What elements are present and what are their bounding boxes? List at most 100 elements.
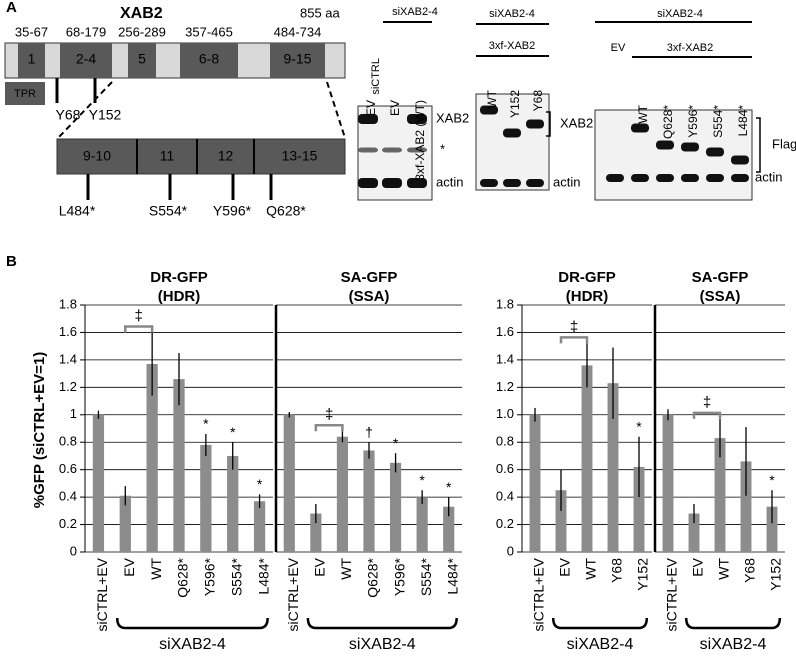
chart-title: SA-GFP <box>341 269 398 286</box>
lane-label: EV <box>364 100 378 116</box>
mutation-label: S554* <box>149 203 188 219</box>
mutation-label: Y152 <box>89 107 122 123</box>
x-tick-label: Q628* <box>365 557 381 597</box>
y-tick-label: 0.8 <box>496 434 514 449</box>
x-tick-label: WT <box>583 558 599 580</box>
bar <box>740 461 752 552</box>
y-tick-label: 0.6 <box>496 461 514 476</box>
x-tick-label: Y596* <box>202 557 218 596</box>
significance-label: ‡ <box>135 307 143 324</box>
domain-label: 6-8 <box>199 51 219 67</box>
y-tick-label: 1.4 <box>59 351 77 366</box>
bar <box>581 365 593 552</box>
bar <box>633 466 645 552</box>
significance-bracket <box>314 423 344 432</box>
y-tick-label: 1.8 <box>496 296 514 311</box>
bar <box>283 414 295 552</box>
bar <box>607 383 619 552</box>
mutation-label: Y596* <box>213 203 252 219</box>
blot-band <box>503 179 521 187</box>
x-tick-label: siCTRL+EV <box>94 557 110 631</box>
domain-box <box>18 43 45 78</box>
blot-band <box>503 128 521 138</box>
x-tick-label: S554* <box>418 557 434 596</box>
x-tick-label: EV <box>557 557 573 576</box>
blot-group-label: siXAB2-4 <box>392 6 438 18</box>
x-tick-label: WT <box>716 558 732 580</box>
significance-mark: * <box>393 435 399 451</box>
y-tick-label: 1.2 <box>59 379 77 394</box>
significance-mark: * <box>446 479 452 495</box>
panel-label: A <box>6 0 17 16</box>
bar <box>146 364 158 552</box>
x-tick-label: Y152 <box>768 558 784 591</box>
x-tick-label: Y68 <box>609 558 625 583</box>
bar <box>662 414 674 552</box>
lane-label: L484* <box>736 105 750 137</box>
blot-band <box>407 114 427 124</box>
blot-band <box>358 114 378 124</box>
lane-label: Q628* <box>661 105 675 139</box>
x-tick-label: Q628* <box>175 557 191 597</box>
domain-range: 256-289 <box>118 24 166 39</box>
group-label: siXAB2-4 <box>567 636 634 653</box>
blot-control-label: siCTRL <box>370 58 382 95</box>
x-tick-label: siCTRL+EV <box>664 557 680 631</box>
zoom-domain-label: 9-10 <box>83 148 111 164</box>
blot-band <box>382 178 402 188</box>
chart-subtitle: (SSA) <box>700 288 741 305</box>
domain-label: 5 <box>138 51 146 67</box>
x-tick-label: siCTRL+EV <box>285 557 301 631</box>
domain-range: 68-179 <box>66 24 106 39</box>
tpr-label: TPR <box>14 88 36 100</box>
blot-band <box>407 147 427 153</box>
significance-mark: * <box>257 476 263 492</box>
lane-label: WT <box>485 89 499 108</box>
bar <box>443 506 455 552</box>
y-tick-label: 0.4 <box>59 489 77 504</box>
y-tick-label: 1.4 <box>496 351 514 366</box>
band-label: actin <box>755 169 782 184</box>
zoom-domain-label: 13-15 <box>282 148 318 164</box>
bar <box>389 462 402 552</box>
chart-title: DR-GFP <box>558 269 616 286</box>
lane-label: Y152 <box>508 90 522 118</box>
chart-subtitle: (HDR) <box>158 288 201 305</box>
domain-label: 1 <box>28 51 36 67</box>
bar <box>688 513 700 552</box>
blot-band <box>656 140 674 150</box>
band-bracket <box>546 111 551 137</box>
blot-image <box>594 109 753 201</box>
significance-label: ‡ <box>570 318 578 335</box>
significance-mark: * <box>230 424 236 440</box>
group-bracket <box>115 617 269 630</box>
bar <box>119 495 131 552</box>
bar <box>416 497 428 552</box>
x-tick-label: EV <box>312 557 328 576</box>
significance-mark: * <box>203 416 209 432</box>
blot-group-label: siXAB2-4 <box>489 8 535 20</box>
domain-range: 357-465 <box>185 24 233 39</box>
blot-band <box>480 179 498 187</box>
panel-label: B <box>6 253 17 270</box>
protein-name: XAB2 <box>120 5 163 22</box>
blot-band <box>681 142 699 152</box>
bar <box>714 438 726 552</box>
group-bracket <box>551 617 649 630</box>
domain-range: 35-67 <box>15 24 48 39</box>
band-label: Flag <box>772 136 796 151</box>
significance-mark: † <box>365 424 373 440</box>
y-tick-label: 1.6 <box>59 324 77 339</box>
group-label: siXAB2-4 <box>700 636 767 653</box>
bar <box>200 444 212 552</box>
blot-band <box>731 174 749 182</box>
y-axis-label: %GFP (siCTRL+EV=1) <box>31 352 48 508</box>
significance-label: ‡ <box>703 394 711 411</box>
lane-label: EV <box>388 100 402 116</box>
y-tick-label: 0.6 <box>59 461 77 476</box>
y-tick-label: 0.2 <box>496 516 514 531</box>
x-tick-label: L484* <box>444 557 460 594</box>
blot-band <box>526 119 544 129</box>
blot-band <box>706 174 724 182</box>
significance-mark: * <box>419 472 425 488</box>
